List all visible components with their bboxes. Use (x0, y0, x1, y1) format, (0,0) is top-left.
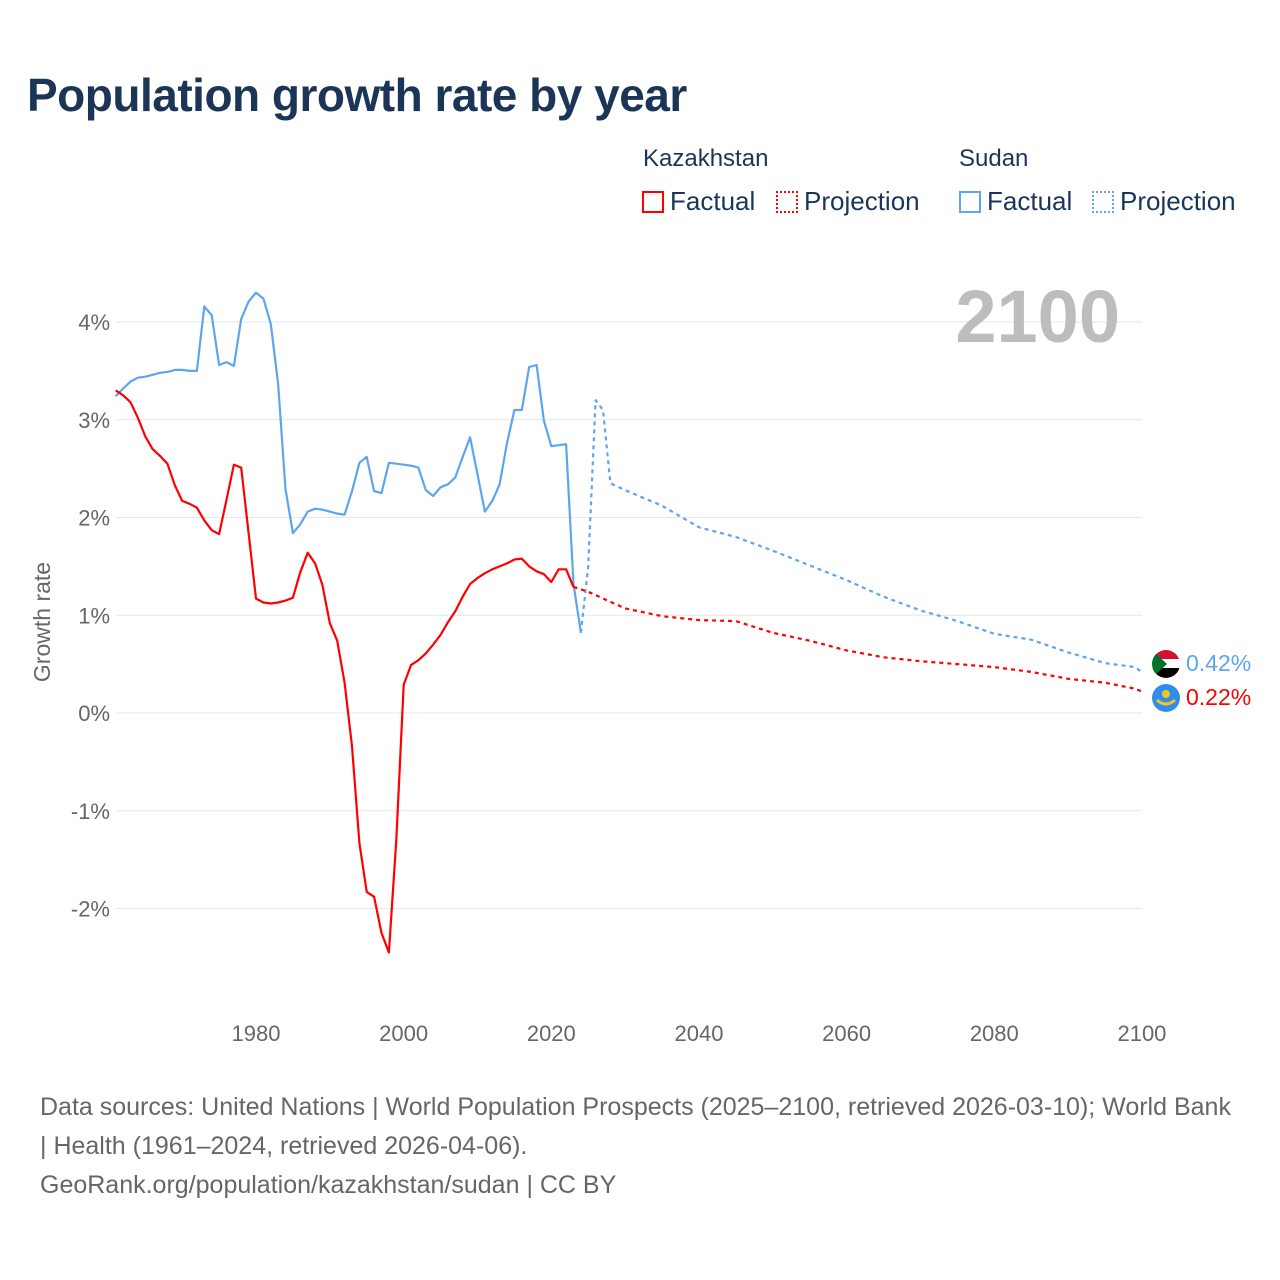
legend-sudan-factual[interactable]: Factual (959, 186, 1072, 217)
x-tick-label: 1980 (232, 1021, 281, 1046)
kazakhstan-projection-line (573, 585, 1143, 693)
legend-sudan-projection[interactable]: Projection (1092, 186, 1236, 217)
y-tick-label: 3% (78, 408, 110, 433)
legend-label: Factual (670, 186, 756, 216)
y-tick-label: 4% (78, 310, 110, 335)
sudan-projection-line (579, 399, 1143, 673)
y-axis-label: Growth rate (29, 562, 55, 682)
credit-link[interactable]: GeoRank.org/population/kazakhstan/sudan … (40, 1171, 617, 1199)
legend-swatch-solid (959, 190, 981, 213)
sudan-end-value: 0.42% (1186, 650, 1251, 676)
legend-label: Factual (987, 186, 1073, 216)
x-tick-label: 2060 (822, 1021, 871, 1046)
legend-kazakhstan-factual[interactable]: Factual (642, 186, 755, 217)
legend-sudan-heading: Sudan (959, 145, 1029, 172)
legend-label: Projection (1120, 186, 1236, 216)
x-tick-label: 2100 (1117, 1021, 1166, 1046)
y-tick-label: -1% (71, 799, 110, 824)
chart-footer: Data sources: United Nations | World Pop… (40, 1088, 1240, 1205)
x-tick-label: 2020 (527, 1021, 576, 1046)
y-tick-label: -2% (71, 897, 110, 922)
x-tick-label: 2040 (675, 1021, 724, 1046)
current-year-label: 2100 (955, 275, 1120, 358)
kazakhstan-end-value: 0.22% (1186, 684, 1251, 710)
chart-title: Population growth rate by year (27, 69, 687, 121)
kazakhstan-factual-line (115, 389, 575, 954)
legend-swatch-solid (642, 190, 664, 213)
x-tick-label: 2000 (379, 1021, 428, 1046)
chart-area: 4% 3% 2% 1% 0% -1% -2% 1980 2000 2020 2040 2060 2080… (29, 275, 1251, 1046)
kazakhstan-flag-icon (1152, 684, 1180, 712)
data-sources: Data sources: United Nations | World Pop… (40, 1093, 1231, 1160)
y-tick-label: 1% (78, 603, 110, 628)
legend-kazakhstan-projection[interactable]: Projection (776, 186, 920, 217)
legend-kazakhstan-heading: Kazakhstan (643, 145, 769, 172)
x-tick-label: 2080 (970, 1021, 1019, 1046)
sudan-flag-icon (1152, 650, 1180, 678)
y-tick-label: 2% (78, 506, 110, 531)
legend-swatch-dotted (776, 190, 798, 213)
legend-label: Projection (804, 186, 920, 216)
legend-swatch-dotted (1092, 190, 1114, 213)
y-tick-label: 0% (78, 701, 110, 726)
sudan-factual-line (114, 291, 582, 633)
